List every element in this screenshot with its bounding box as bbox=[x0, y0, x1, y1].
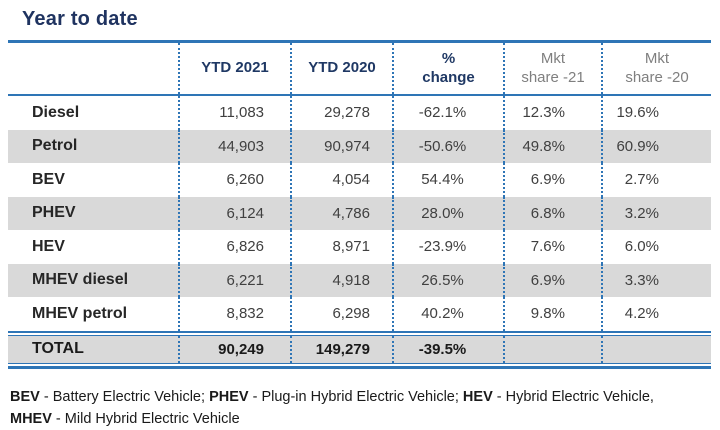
mkt-share-21-value: 6.9% bbox=[503, 163, 601, 197]
footnote-hev-abbr: HEV bbox=[462, 388, 493, 405]
pct-change-value: 40.2% bbox=[392, 297, 503, 331]
footnote: BEV - Battery Electric Vehicle; PHEV - P… bbox=[10, 386, 710, 430]
footnote-phev-abbr: PHEV bbox=[209, 388, 249, 405]
mkt-share-20-value: 6.0% bbox=[601, 230, 711, 264]
header-mkt-share-21: Mkt share -21 bbox=[503, 43, 601, 94]
table-row-diesel: Diesel 11,083 29,278 -62.1% 12.3% 19.6% bbox=[8, 96, 711, 130]
ytd-2020-value: 8,971 bbox=[290, 230, 392, 264]
mkt-share-20-value: 60.9% bbox=[601, 129, 711, 163]
mkt-share-21-value: 12.3% bbox=[503, 96, 601, 130]
mkt-share-20-value: 3.2% bbox=[601, 196, 711, 230]
ytd-2021-value: 6,260 bbox=[178, 163, 290, 197]
row-label: MHEV diesel bbox=[32, 271, 129, 289]
mkt-share-21-value: 6.8% bbox=[503, 196, 601, 230]
mkt-share-20-value: 2.7% bbox=[601, 163, 711, 197]
mkt-share-21-value: 9.8% bbox=[503, 297, 601, 331]
header-ytd-2020-label: YTD 2020 bbox=[308, 59, 376, 77]
mkt-share-21-value: 49.8% bbox=[503, 129, 601, 163]
total-top-rule bbox=[8, 330, 711, 336]
row-label: Diesel bbox=[32, 103, 80, 121]
total-mkt-share-20-value bbox=[601, 335, 711, 363]
pct-change-value: 26.5% bbox=[392, 263, 503, 297]
ytd-table: YTD 2021 YTD 2020 % change Mkt share -21… bbox=[8, 40, 711, 369]
header-ytd-2021: YTD 2021 bbox=[178, 43, 290, 94]
table-top-rule bbox=[8, 40, 711, 43]
total-label: TOTAL bbox=[32, 340, 84, 357]
table-row-mhev-petrol: MHEV petrol 8,832 6,298 40.2% 9.8% 4.2% bbox=[8, 297, 711, 331]
footnote-mhev-abbr: MHEV bbox=[10, 410, 52, 427]
row-label: BEV bbox=[32, 170, 65, 188]
header-ytd-2021-label: YTD 2021 bbox=[201, 59, 269, 77]
pct-change-value: 54.4% bbox=[392, 163, 503, 197]
mkt-share-20-value: 4.2% bbox=[601, 297, 711, 331]
ytd-2021-value: 6,221 bbox=[178, 263, 290, 297]
total-ytd-2020-value: 149,279 bbox=[290, 335, 392, 363]
table-row-phev: PHEV 6,124 4,786 28.0% 6.8% 3.2% bbox=[8, 196, 711, 230]
row-label: MHEV petrol bbox=[32, 304, 128, 322]
footnote-mhev-def: - Mild Hybrid Electric Vehicle bbox=[51, 410, 240, 427]
header-mkt-share-20-line2: share -20 bbox=[625, 68, 689, 86]
row-label: Petrol bbox=[32, 137, 78, 155]
ytd-2021-value: 6,826 bbox=[178, 230, 290, 264]
pct-change-value: 28.0% bbox=[392, 196, 503, 230]
footnote-hev-def: - Hybrid Electric Vehicle, bbox=[492, 388, 654, 405]
header-ytd-2020: YTD 2020 bbox=[290, 43, 392, 94]
footnote-bev-def: - Battery Electric Vehicle; bbox=[39, 388, 210, 405]
footnote-phev-def: - Plug-in Hybrid Electric Vehicle; bbox=[248, 388, 463, 405]
pct-change-value: -50.6% bbox=[392, 129, 503, 163]
page-title: Year to date bbox=[22, 8, 138, 30]
header-mkt-share-21-line1: Mkt bbox=[540, 49, 566, 67]
ytd-2020-value: 6,298 bbox=[290, 297, 392, 331]
header-mkt-share-20-line1: Mkt bbox=[644, 49, 670, 67]
header-pct-change-line1: % bbox=[441, 49, 456, 67]
table-row-hev: HEV 6,826 8,971 -23.9% 7.6% 6.0% bbox=[8, 230, 711, 264]
total-pct-change-value: -39.5% bbox=[392, 335, 503, 363]
table-header-row: YTD 2021 YTD 2020 % change Mkt share -21… bbox=[8, 43, 711, 94]
mkt-share-20-value: 3.3% bbox=[601, 263, 711, 297]
ytd-2020-value: 29,278 bbox=[290, 96, 392, 130]
pct-change-value: -62.1% bbox=[392, 96, 503, 130]
table-row-petrol: Petrol 44,903 90,974 -50.6% 49.8% 60.9% bbox=[8, 129, 711, 163]
table-row-bev: BEV 6,260 4,054 54.4% 6.9% 2.7% bbox=[8, 163, 711, 197]
total-bottom-rule bbox=[8, 362, 711, 369]
ytd-2021-value: 44,903 bbox=[178, 129, 290, 163]
mkt-share-21-value: 7.6% bbox=[503, 230, 601, 264]
table-row-mhev-diesel: MHEV diesel 6,221 4,918 26.5% 6.9% 3.3% bbox=[8, 263, 711, 297]
footnote-bev-abbr: BEV bbox=[10, 388, 40, 405]
row-label: HEV bbox=[32, 237, 65, 255]
ytd-2020-value: 4,786 bbox=[290, 196, 392, 230]
ytd-2021-value: 11,083 bbox=[178, 96, 290, 130]
mkt-share-20-value: 19.6% bbox=[601, 96, 711, 130]
header-bottom-rule bbox=[8, 94, 711, 96]
ytd-2020-value: 90,974 bbox=[290, 129, 392, 163]
ytd-2020-value: 4,054 bbox=[290, 163, 392, 197]
ytd-2020-value: 4,918 bbox=[290, 263, 392, 297]
row-label: PHEV bbox=[32, 204, 76, 222]
ytd-2021-value: 6,124 bbox=[178, 196, 290, 230]
mkt-share-21-value: 6.9% bbox=[503, 263, 601, 297]
header-pct-change-line2: change bbox=[422, 68, 475, 86]
header-mkt-share-20: Mkt share -20 bbox=[601, 43, 711, 94]
header-mkt-share-21-line2: share -21 bbox=[521, 68, 585, 86]
pct-change-value: -23.9% bbox=[392, 230, 503, 264]
header-blank-cell bbox=[8, 43, 178, 94]
total-ytd-2021-value: 90,249 bbox=[178, 335, 290, 363]
table-row-total: TOTAL 90,249 149,279 -39.5% bbox=[8, 335, 711, 363]
header-pct-change: % change bbox=[392, 43, 503, 94]
ytd-2021-value: 8,832 bbox=[178, 297, 290, 331]
total-mkt-share-21-value bbox=[503, 335, 601, 363]
